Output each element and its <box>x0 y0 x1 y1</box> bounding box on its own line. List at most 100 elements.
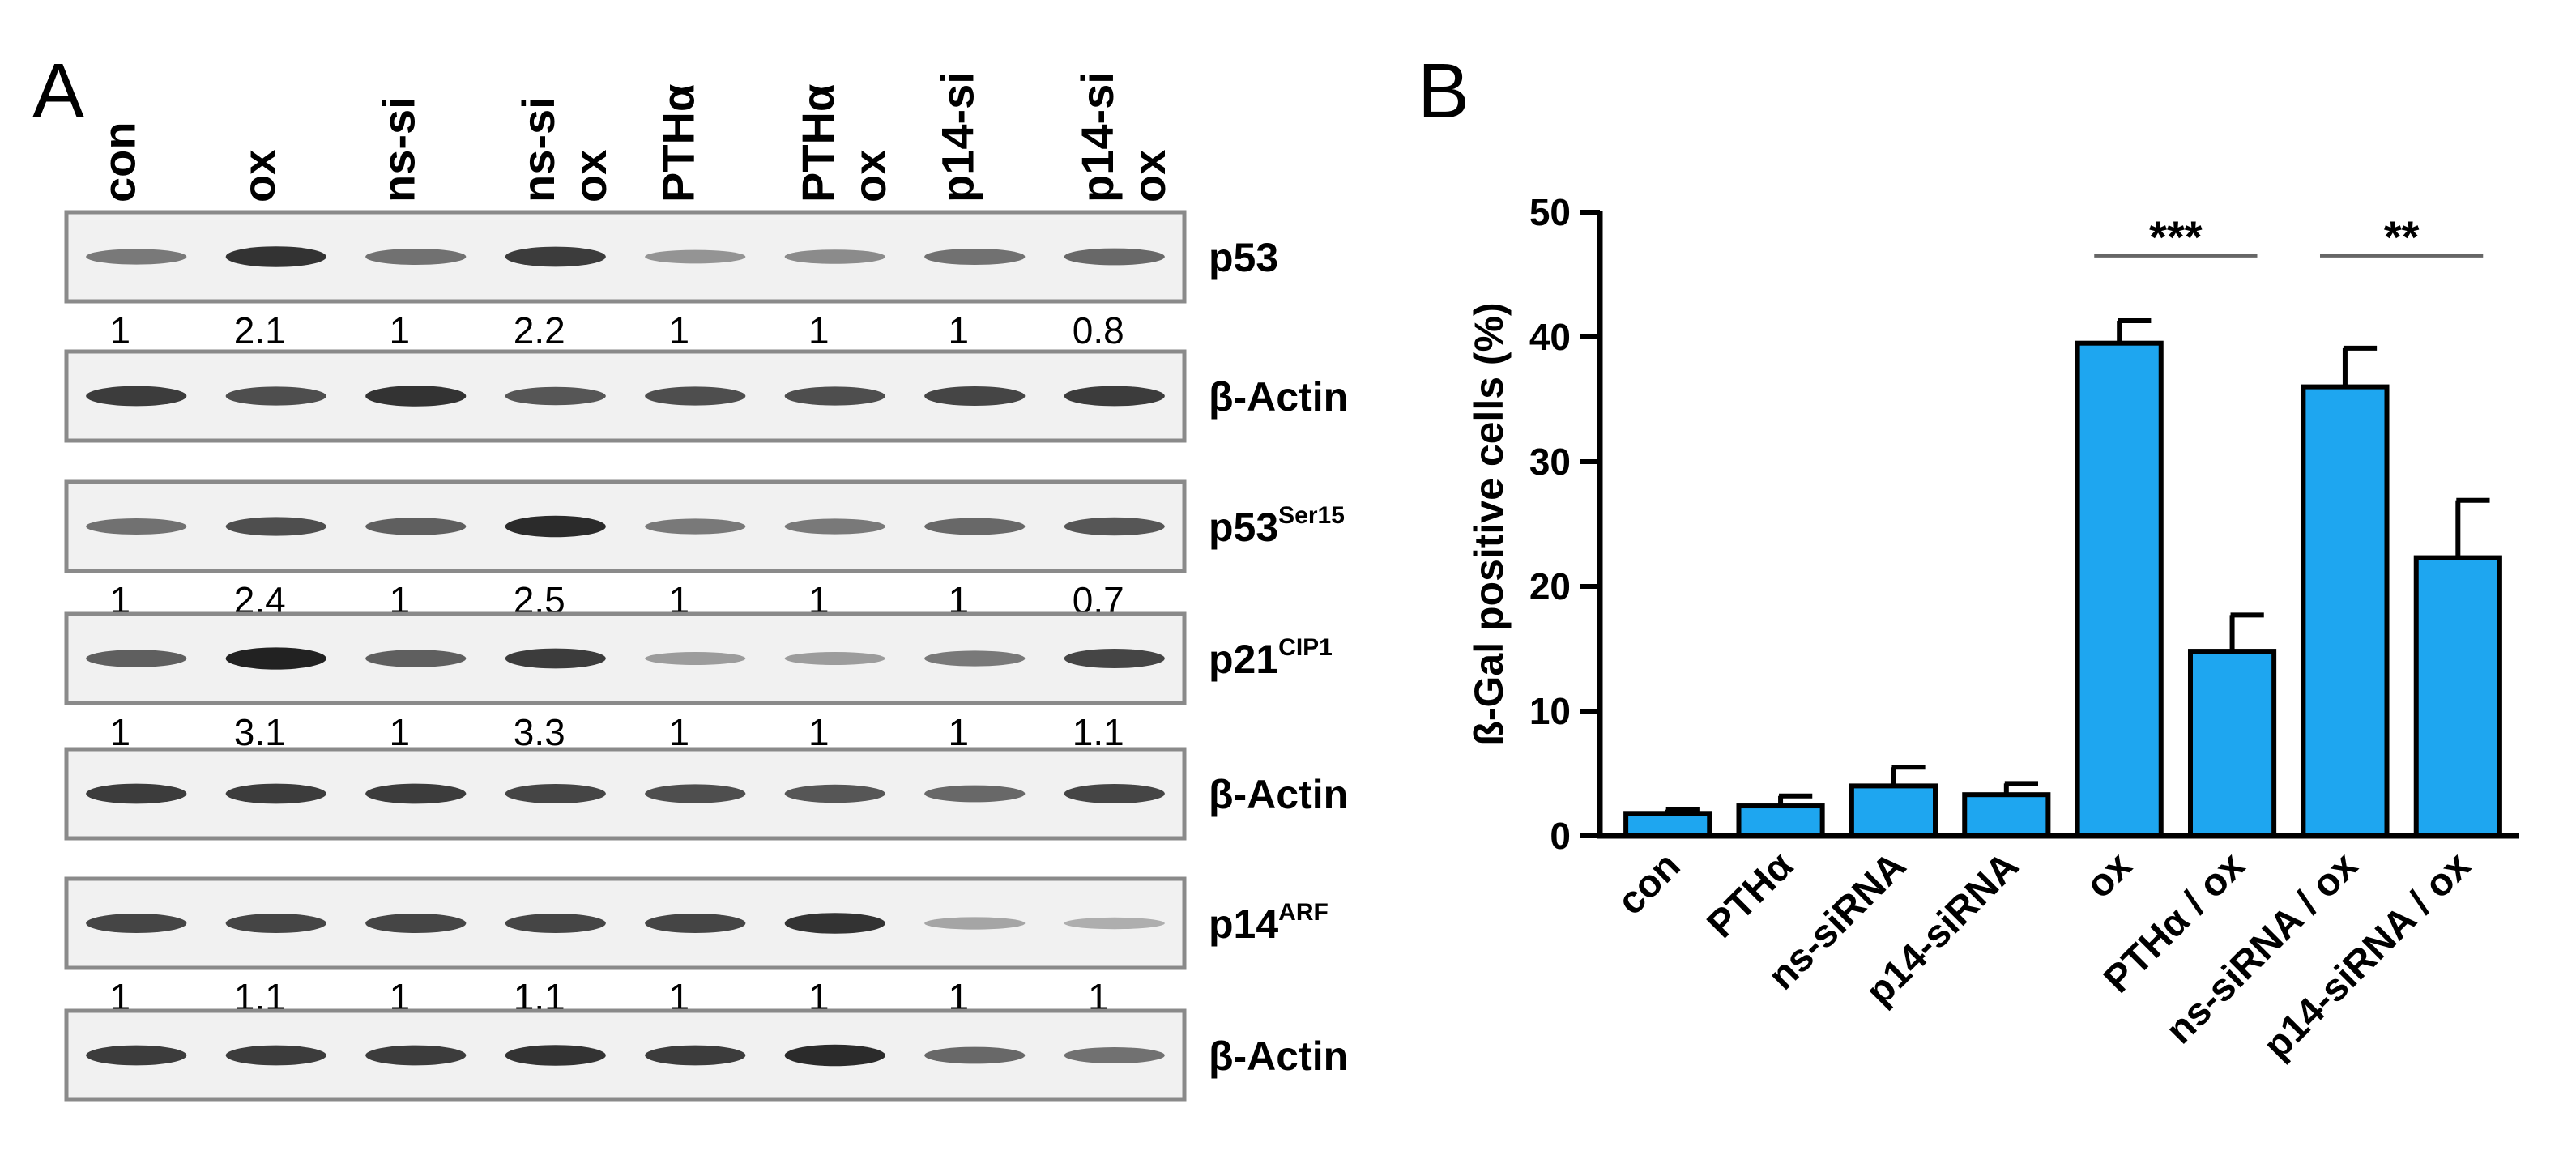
band-quantification: 1 <box>109 309 130 352</box>
protein-band <box>924 917 1026 930</box>
protein-band <box>86 783 187 804</box>
protein-band <box>924 1046 1026 1064</box>
category-label: PTHα <box>1700 844 1802 947</box>
band-quantification: 1 <box>668 711 689 753</box>
y-axis-title: ß-Gal positive cells (%) <box>1466 302 1512 745</box>
lane-header: p14-si <box>932 71 983 202</box>
category-label: ox <box>2078 844 2140 906</box>
lane-header: p14-si <box>1072 71 1123 202</box>
protein-band <box>86 386 187 407</box>
protein-band <box>86 650 187 667</box>
bar <box>2301 384 2390 839</box>
category-label: con <box>1610 844 1689 923</box>
band-quantification: 1 <box>808 711 830 753</box>
protein-band <box>645 249 746 264</box>
protein-band <box>784 386 885 406</box>
panel-a-western-blot: con ox ns-si ns-si ox PTHα PTHα ox p14-si p14-si o… <box>64 71 1348 1102</box>
blot-label: p53 <box>1209 235 1278 280</box>
protein-band <box>1064 1047 1165 1063</box>
category-label: p14-siRNA / ox <box>2255 844 2479 1067</box>
band-quantification: 1.1 <box>1073 711 1124 753</box>
lane-header-sub: ox <box>844 150 895 202</box>
protein-band <box>645 914 746 933</box>
bar <box>1736 803 1825 838</box>
protein-band <box>784 784 885 803</box>
protein-band <box>225 647 326 670</box>
blot-panel: p53 <box>64 210 1278 304</box>
protein-band <box>784 1044 885 1067</box>
protein-band <box>225 386 326 406</box>
bar <box>2075 340 2164 838</box>
bar <box>1849 783 1938 839</box>
blot-panel: p21CIP1 <box>64 611 1333 705</box>
protein-band <box>1064 649 1165 668</box>
protein-band <box>645 386 746 406</box>
protein-band <box>365 518 467 535</box>
protein-band <box>505 1045 606 1066</box>
lane-header: con <box>93 121 144 202</box>
protein-band <box>924 650 1026 667</box>
y-tick-label: 40 <box>1529 316 1571 358</box>
protein-band <box>1064 917 1165 930</box>
band-quantification: 0.8 <box>1073 309 1124 352</box>
panel-b-bar-chart: 0 10 20 30 40 50 ß-Gal positive cells (%) con PT… <box>1466 191 2519 1067</box>
band-quantification: 1 <box>948 711 969 753</box>
lane-header: PTHα <box>792 84 843 202</box>
lane-header-sub: ox <box>565 150 616 202</box>
bar <box>2187 649 2277 839</box>
blot-label: β-Actin <box>1209 1033 1348 1079</box>
protein-band <box>784 913 885 934</box>
bar <box>1623 811 1712 839</box>
panel-a-letter: A <box>32 48 84 134</box>
protein-band <box>225 246 326 267</box>
protein-band <box>784 652 885 665</box>
blot-label: p21CIP1 <box>1209 634 1333 682</box>
protein-band <box>505 784 606 803</box>
blot-panel: β-Actin <box>64 349 1348 443</box>
blot-panel: β-Actin <box>64 747 1348 841</box>
protein-band <box>365 650 467 667</box>
band-quantification: 1 <box>389 309 410 352</box>
band-quantification: 2.1 <box>234 309 286 352</box>
band-quantification: 3.3 <box>514 711 565 753</box>
protein-band <box>365 1045 467 1066</box>
protein-band <box>86 1045 187 1066</box>
lane-header: PTHα <box>652 84 703 202</box>
y-tick-label: 30 <box>1529 441 1571 483</box>
panel-b-letter: B <box>1418 48 1469 134</box>
protein-band <box>924 386 1026 406</box>
y-tick-label: 50 <box>1529 191 1571 233</box>
protein-band <box>225 517 326 536</box>
protein-band <box>505 914 606 933</box>
band-quantification: 3.1 <box>234 711 286 753</box>
protein-band <box>225 914 326 933</box>
protein-band <box>924 518 1026 535</box>
protein-band <box>365 914 467 933</box>
protein-band <box>505 515 606 538</box>
protein-band <box>924 249 1026 265</box>
protein-band <box>645 518 746 535</box>
protein-band <box>645 784 746 803</box>
blot-panel: p14ARF <box>64 876 1329 970</box>
category-label: ns-siRNA / ox <box>2158 844 2366 1052</box>
blot-label: β-Actin <box>1209 772 1348 817</box>
protein-band <box>365 249 467 265</box>
band-quantification: 1 <box>808 309 830 352</box>
y-tick-label: 20 <box>1529 565 1571 607</box>
bar <box>2413 555 2502 839</box>
band-quantification: 1 <box>109 711 130 753</box>
lane-header: ns-si <box>513 96 564 202</box>
protein-band <box>365 386 467 407</box>
blot-label: p14ARF <box>1209 899 1329 947</box>
protein-band <box>505 648 606 669</box>
protein-band <box>784 249 885 264</box>
protein-band <box>225 783 326 804</box>
protein-band <box>86 249 187 265</box>
protein-band <box>225 1045 326 1066</box>
y-tick-label: 0 <box>1550 815 1571 857</box>
protein-band <box>505 246 606 267</box>
protein-band <box>86 914 187 933</box>
protein-band <box>1064 784 1165 803</box>
protein-band <box>505 386 606 406</box>
